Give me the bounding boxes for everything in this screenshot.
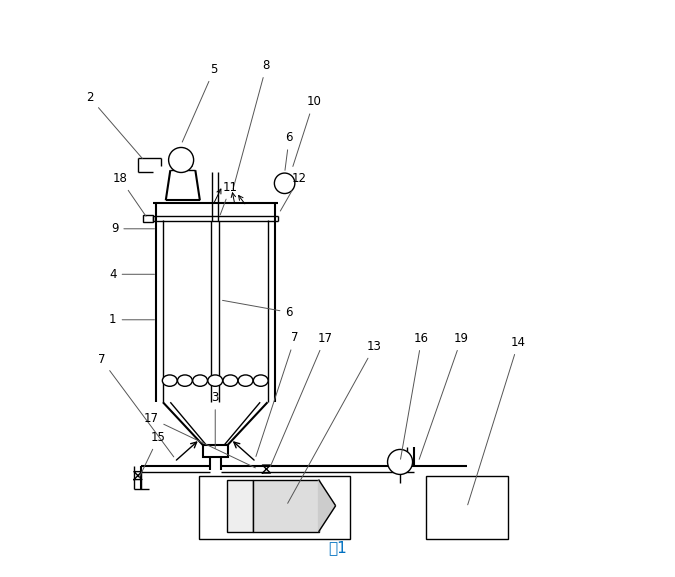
Circle shape bbox=[169, 148, 194, 173]
Text: 7: 7 bbox=[98, 353, 173, 457]
Text: 3: 3 bbox=[211, 391, 219, 448]
Text: 8: 8 bbox=[233, 59, 270, 189]
Bar bbox=[143, 215, 153, 222]
Text: 13: 13 bbox=[288, 340, 382, 503]
Bar bbox=[199, 476, 350, 539]
Text: 19: 19 bbox=[419, 332, 469, 459]
Text: 17: 17 bbox=[144, 411, 255, 468]
Ellipse shape bbox=[178, 375, 192, 387]
Text: 5: 5 bbox=[182, 63, 218, 142]
Circle shape bbox=[274, 173, 295, 193]
Text: 12: 12 bbox=[280, 173, 306, 211]
Ellipse shape bbox=[208, 375, 223, 387]
Text: 6: 6 bbox=[285, 132, 293, 170]
Text: 14: 14 bbox=[468, 336, 526, 505]
Text: 2: 2 bbox=[86, 92, 142, 159]
Polygon shape bbox=[166, 170, 200, 200]
Text: 18: 18 bbox=[113, 173, 146, 216]
Text: 9: 9 bbox=[111, 222, 155, 235]
Text: 16: 16 bbox=[400, 332, 429, 459]
Circle shape bbox=[387, 449, 412, 474]
Bar bbox=[202, 445, 227, 458]
Polygon shape bbox=[319, 479, 335, 532]
Text: 7: 7 bbox=[256, 331, 298, 456]
Text: 1: 1 bbox=[109, 313, 155, 326]
Bar bbox=[253, 479, 319, 532]
Text: 10: 10 bbox=[293, 95, 321, 166]
Bar bbox=[227, 479, 253, 532]
Text: 6: 6 bbox=[223, 301, 293, 319]
Text: 15: 15 bbox=[139, 431, 166, 478]
Bar bbox=[426, 476, 508, 539]
Text: 4: 4 bbox=[109, 268, 155, 281]
Ellipse shape bbox=[223, 375, 238, 387]
Ellipse shape bbox=[238, 375, 253, 387]
Text: 图1: 图1 bbox=[328, 539, 347, 554]
Ellipse shape bbox=[192, 375, 207, 387]
Text: 17: 17 bbox=[271, 332, 333, 466]
Ellipse shape bbox=[163, 375, 177, 387]
Text: 11: 11 bbox=[220, 181, 238, 215]
Ellipse shape bbox=[253, 375, 268, 387]
